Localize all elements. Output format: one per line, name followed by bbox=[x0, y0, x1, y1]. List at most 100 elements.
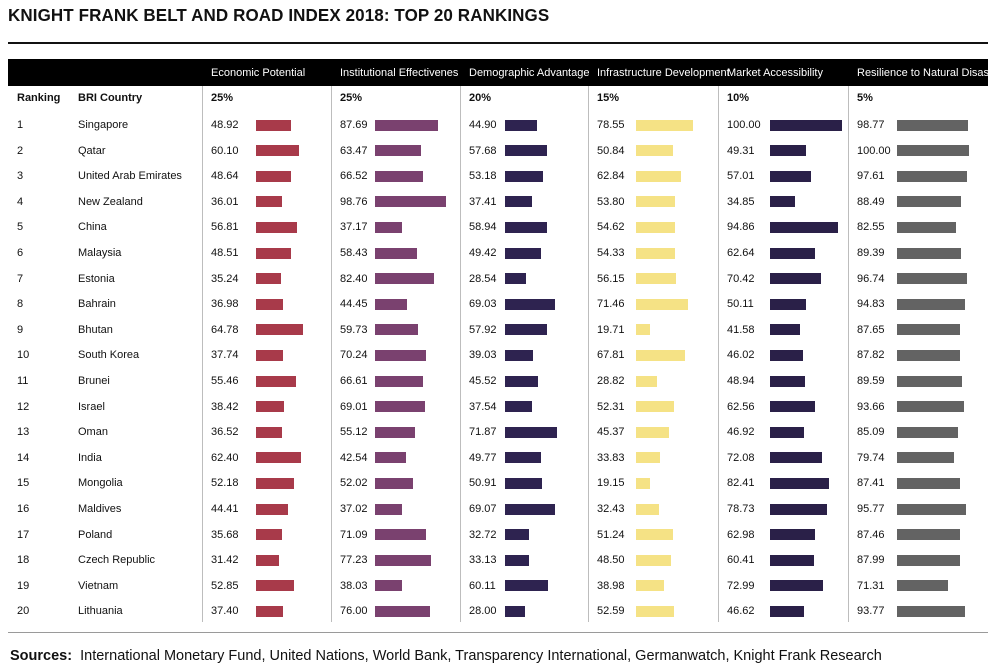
value-bar bbox=[897, 221, 957, 233]
value-bar bbox=[505, 273, 526, 285]
value-bar bbox=[636, 375, 657, 387]
value-label: 60.41 bbox=[727, 554, 755, 567]
value-bar bbox=[897, 145, 969, 157]
rank-cell: 20 bbox=[17, 605, 30, 618]
value-label: 93.77 bbox=[857, 605, 885, 618]
value-label: 59.73 bbox=[340, 323, 368, 336]
value-bar bbox=[636, 119, 693, 131]
value-label: 53.18 bbox=[469, 170, 497, 183]
value-label: 89.59 bbox=[857, 375, 885, 387]
country-cell: Singapore bbox=[78, 119, 129, 131]
rank-cell: 6 bbox=[17, 247, 24, 259]
value-bar bbox=[636, 273, 677, 285]
value-label: 55.46 bbox=[211, 375, 239, 387]
value-label: 85.09 bbox=[857, 426, 885, 439]
value-label: 37.74 bbox=[211, 349, 239, 362]
value-label: 82.40 bbox=[340, 272, 368, 285]
country-cell: Brunei bbox=[78, 375, 110, 387]
country-cell: Bhutan bbox=[78, 323, 113, 336]
value-label: 69.01 bbox=[340, 400, 368, 413]
value-bar bbox=[256, 196, 282, 208]
value-label: 89.39 bbox=[857, 247, 885, 259]
value-bar bbox=[505, 503, 555, 515]
value-bar bbox=[897, 401, 965, 413]
value-label: 48.92 bbox=[211, 119, 239, 131]
value-bar bbox=[636, 554, 671, 566]
value-label: 93.66 bbox=[857, 400, 885, 413]
value-label: 77.23 bbox=[340, 554, 368, 567]
value-bar bbox=[375, 401, 425, 413]
rank-cell: 11 bbox=[17, 375, 29, 387]
country-cell: China bbox=[78, 221, 107, 234]
country-cell: Oman bbox=[78, 426, 108, 439]
value-label: 98.76 bbox=[340, 195, 368, 208]
value-label: 71.09 bbox=[340, 528, 368, 541]
value-bar bbox=[256, 477, 294, 489]
country-cell: Maldives bbox=[78, 503, 122, 515]
value-label: 28.82 bbox=[597, 375, 625, 387]
value-label: 52.02 bbox=[340, 477, 368, 490]
value-label: 33.83 bbox=[597, 451, 625, 464]
bottom-rule bbox=[8, 632, 988, 633]
sources-note: Sources: International Monetary Fund, Un… bbox=[10, 648, 882, 664]
value-bar bbox=[375, 119, 439, 131]
value-bar bbox=[636, 349, 685, 361]
value-label: 52.18 bbox=[211, 477, 239, 490]
value-bar bbox=[897, 170, 968, 182]
value-bar bbox=[256, 401, 284, 413]
rank-cell: 14 bbox=[17, 451, 30, 464]
value-bar bbox=[636, 298, 688, 310]
value-bar bbox=[505, 401, 532, 413]
value-label: 57.01 bbox=[727, 170, 755, 183]
country-cell: Poland bbox=[78, 528, 113, 541]
value-bar bbox=[770, 196, 796, 208]
value-bar bbox=[636, 580, 665, 592]
rank-cell: 9 bbox=[17, 323, 24, 336]
country-cell: Israel bbox=[78, 400, 105, 413]
value-bar bbox=[505, 605, 526, 617]
value-label: 49.31 bbox=[727, 144, 755, 157]
country-cell: South Korea bbox=[78, 349, 140, 362]
value-bar bbox=[770, 605, 804, 617]
value-label: 60.10 bbox=[211, 144, 239, 157]
country-cell: Czech Republic bbox=[78, 554, 156, 567]
value-bar bbox=[636, 529, 673, 541]
metric-weight: 15% bbox=[597, 92, 620, 104]
value-bar bbox=[897, 375, 962, 387]
country-cell: Vietnam bbox=[78, 579, 119, 592]
rank-cell: 17 bbox=[17, 528, 30, 541]
column-separator bbox=[718, 86, 719, 622]
value-bar bbox=[770, 324, 800, 336]
rank-cell: 5 bbox=[17, 221, 24, 234]
value-bar bbox=[256, 298, 283, 310]
value-bar bbox=[897, 554, 961, 566]
value-label: 94.83 bbox=[857, 298, 885, 311]
value-label: 50.91 bbox=[469, 477, 497, 490]
country-cell: Mongolia bbox=[78, 477, 123, 490]
value-bar bbox=[636, 170, 682, 182]
value-label: 66.52 bbox=[340, 170, 368, 183]
value-label: 35.68 bbox=[211, 528, 239, 541]
column-separator bbox=[202, 86, 203, 622]
value-bar bbox=[770, 452, 822, 464]
value-bar bbox=[770, 375, 806, 387]
value-bar bbox=[505, 580, 549, 592]
value-bar bbox=[375, 375, 423, 387]
value-label: 100.00 bbox=[857, 144, 891, 157]
value-label: 70.24 bbox=[340, 349, 368, 362]
value-label: 71.46 bbox=[597, 298, 625, 311]
country-cell: Qatar bbox=[78, 144, 106, 157]
value-bar bbox=[636, 477, 650, 489]
value-bar bbox=[770, 145, 806, 157]
value-bar bbox=[375, 247, 418, 259]
title-rule bbox=[8, 42, 988, 44]
value-label: 78.73 bbox=[727, 503, 755, 515]
value-bar bbox=[505, 221, 548, 233]
value-label: 62.64 bbox=[727, 247, 755, 259]
rank-cell: 2 bbox=[17, 144, 24, 157]
metric-weight: 25% bbox=[211, 92, 234, 104]
value-label: 54.33 bbox=[597, 247, 625, 259]
value-bar bbox=[375, 298, 407, 310]
value-label: 62.84 bbox=[597, 170, 625, 183]
value-bar bbox=[505, 349, 534, 361]
